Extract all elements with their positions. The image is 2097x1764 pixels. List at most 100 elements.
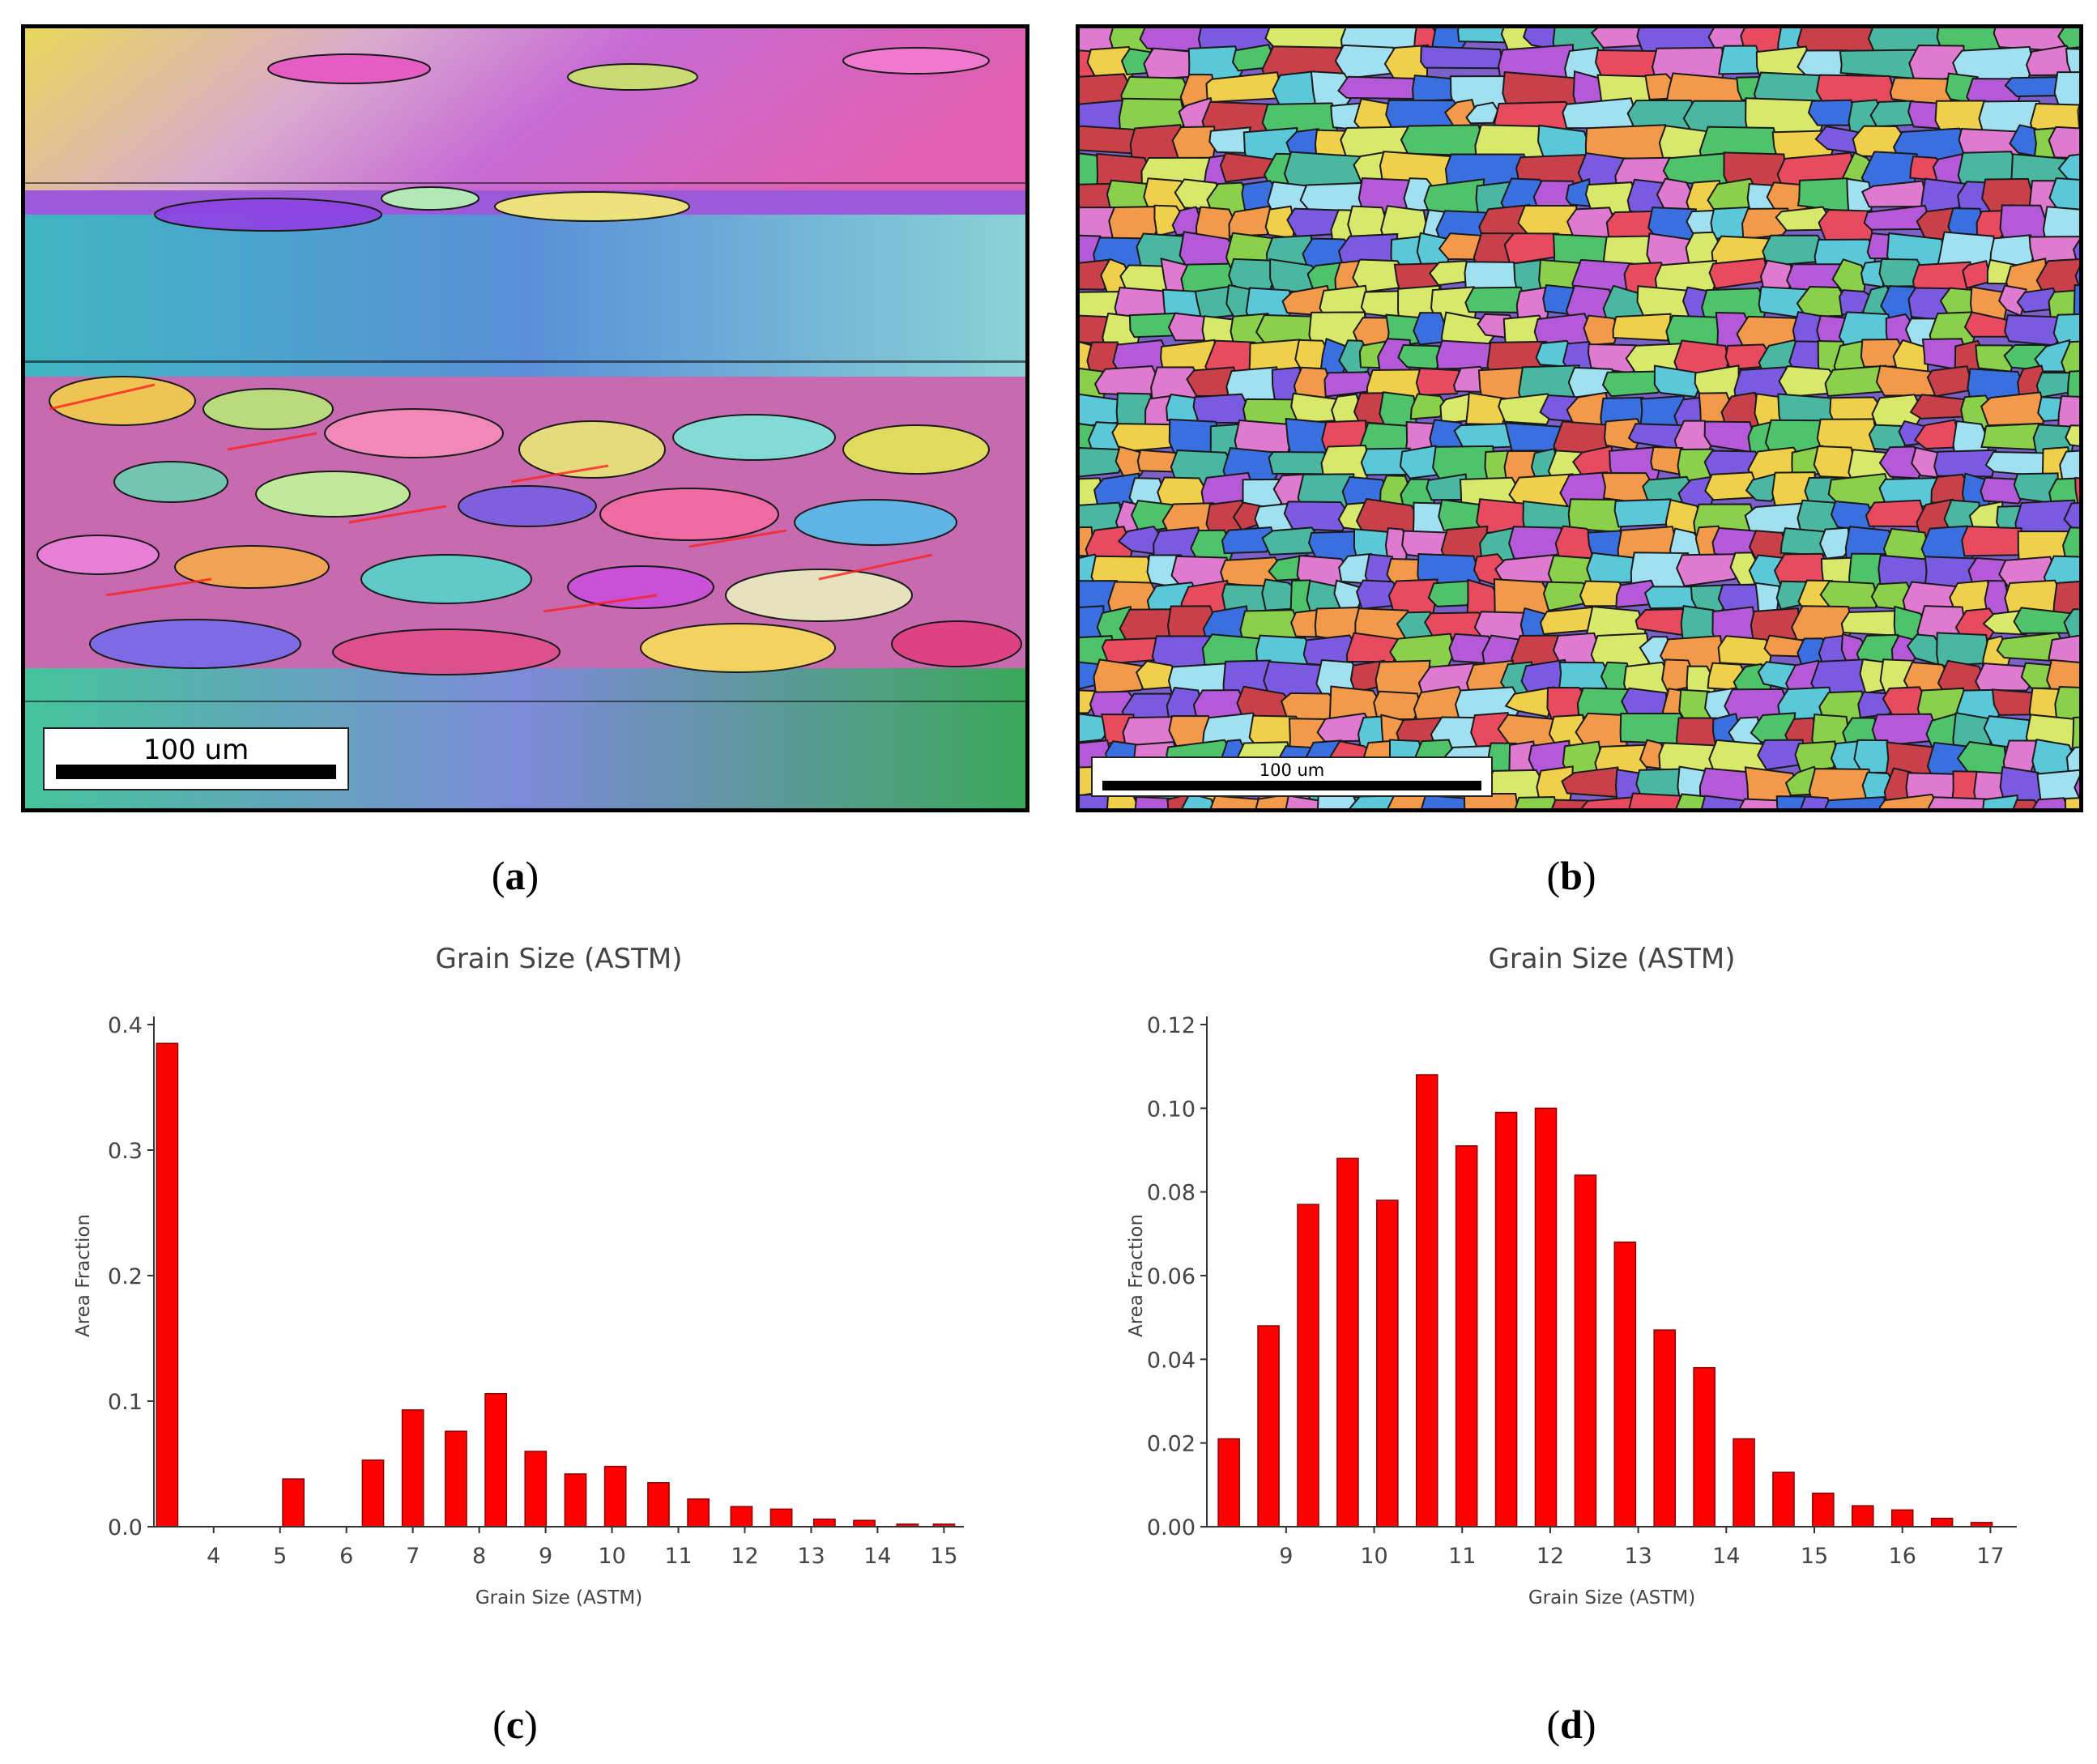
grain-cell — [2061, 526, 2079, 566]
x-tick-label: 4 — [207, 1544, 220, 1569]
grain-cell — [1502, 70, 1584, 107]
bar — [1336, 1157, 1359, 1528]
grain-cell — [1409, 393, 1450, 420]
bar — [1455, 1145, 1478, 1528]
bar — [647, 1482, 670, 1528]
grain-cell — [2071, 716, 2079, 752]
grain-cell — [1708, 258, 1769, 290]
grain-cell — [1360, 447, 1411, 476]
x-tick-label: 15 — [930, 1544, 957, 1569]
grain-cell — [2063, 502, 2079, 533]
grain-cell — [1807, 99, 1856, 126]
bar — [1653, 1329, 1677, 1528]
grain-cell — [1628, 792, 1686, 808]
grain-cell — [1840, 610, 1903, 637]
bar — [687, 1498, 710, 1528]
bar — [730, 1506, 753, 1528]
grain-cell — [2032, 797, 2069, 808]
x-tick-label: 7 — [406, 1544, 420, 1569]
y-tick-label: 0.4 — [108, 1013, 143, 1038]
chart-title: Grain Size (ASTM) — [435, 943, 682, 975]
grain-cell — [1345, 632, 1400, 663]
grain-cell — [1415, 367, 1464, 397]
grain-cell — [1717, 635, 1774, 667]
grain-cell — [1101, 637, 1161, 665]
bar — [1930, 1517, 1954, 1528]
grain-cell — [1228, 205, 1273, 237]
grain-cell — [1264, 28, 1350, 49]
bar — [564, 1473, 587, 1528]
x-tick-label: 12 — [1537, 1544, 1564, 1569]
bar — [1494, 1111, 1518, 1528]
grain-cell — [1221, 526, 1276, 555]
grain-cell — [1583, 314, 1621, 347]
grain-cell — [1824, 796, 1887, 808]
bar — [853, 1519, 876, 1528]
grain-cell — [2064, 797, 2079, 808]
ebsd-orientation-map-b — [1080, 28, 2079, 808]
bar — [156, 1042, 179, 1528]
ebsd-map-b: 100 um — [1076, 24, 2083, 812]
y-tick-label: 0.10 — [1147, 1097, 1196, 1122]
grain-cell — [1283, 501, 1352, 532]
bar — [1613, 1241, 1637, 1528]
grain-cell — [1800, 795, 1833, 808]
grain-cell — [2052, 313, 2079, 344]
bar — [1574, 1174, 1597, 1528]
x-tick-label: 11 — [664, 1544, 692, 1569]
scale-bar-label: 100 um — [143, 734, 249, 766]
grain-cell — [1718, 45, 1762, 75]
grain-cell — [1818, 209, 1874, 243]
grain-cell — [1913, 419, 1959, 450]
bar — [282, 1478, 305, 1528]
grain-cell — [1464, 286, 1526, 313]
grain-cell — [1927, 796, 1993, 808]
chart-svg-c: Grain Size (ASTM) 0.0 0.1 0.2 0.3 0.4 4 5 6 7 8 9 10… — [73, 943, 964, 1608]
bar — [361, 1459, 385, 1528]
caption-c: (c) — [492, 1702, 538, 1747]
grain-cell — [1982, 794, 2019, 808]
x-tick-label: 11 — [1448, 1544, 1476, 1569]
bar — [1851, 1505, 1874, 1528]
grain-cell — [2057, 153, 2079, 183]
grain-cell — [2057, 395, 2079, 432]
chart-title: Grain Size (ASTM) — [1488, 943, 1735, 975]
x-tick-label: 13 — [1624, 1544, 1652, 1569]
grain-cell — [1936, 632, 1989, 667]
grain-cell — [1980, 422, 2042, 451]
grain-cell — [2059, 450, 2079, 486]
y-tick-label: 0.06 — [1147, 1264, 1196, 1289]
ebsd-orientation-map-a — [25, 28, 1025, 808]
x-tick-label: 17 — [1976, 1544, 2004, 1569]
bar — [603, 1465, 627, 1528]
bar — [1693, 1366, 1716, 1528]
bar — [524, 1451, 548, 1528]
bar — [1376, 1199, 1399, 1528]
grain-cell — [1400, 124, 1484, 157]
bar — [484, 1392, 507, 1528]
grain-cell — [1192, 393, 1251, 424]
bar — [1772, 1472, 1795, 1528]
grain-cell — [2048, 126, 2079, 160]
grain-cell — [2065, 746, 2079, 778]
y-tick-label: 0.1 — [108, 1390, 143, 1415]
grain-cell — [1933, 449, 1997, 478]
y-tick-label: 0.2 — [108, 1264, 143, 1289]
x-tick-label: 16 — [1889, 1544, 1916, 1569]
grain-cell — [2065, 424, 2079, 447]
x-tick-label: 15 — [1801, 1544, 1828, 1569]
bar — [813, 1518, 836, 1528]
grain-cell — [2012, 799, 2040, 808]
grain-cell — [2036, 769, 2079, 803]
grain-cell — [1093, 365, 1161, 397]
bar — [1534, 1107, 1558, 1528]
x-tick-label: 6 — [339, 1544, 353, 1569]
grain-cell — [2065, 48, 2079, 74]
bar — [1812, 1492, 1835, 1528]
grain-cell — [1926, 365, 1975, 398]
x-tick-label: 5 — [273, 1544, 287, 1569]
grain-cell — [2028, 236, 2079, 266]
ebsd-map-a: 100 um — [21, 24, 1029, 812]
x-tick-label: 13 — [797, 1544, 825, 1569]
grain-cell — [1337, 75, 1424, 100]
